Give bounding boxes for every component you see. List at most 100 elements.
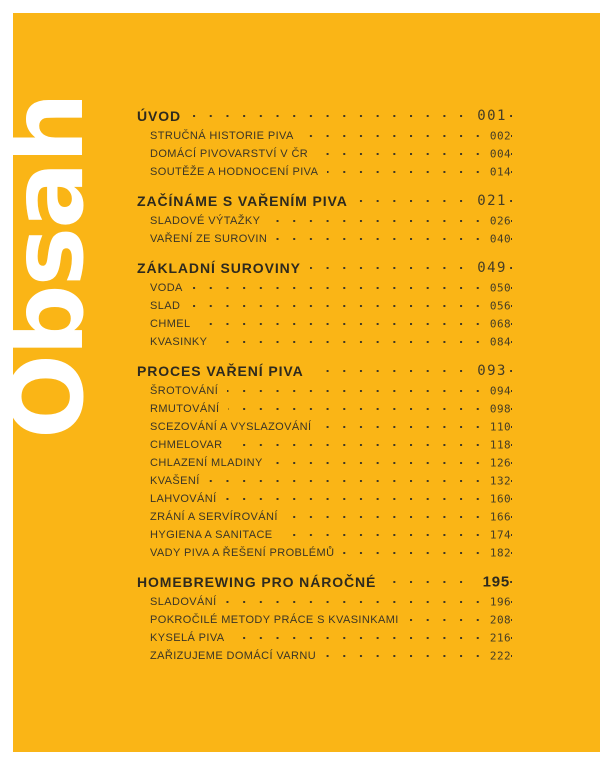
toc-entry-label: CHLAZENÍ MLADINY: [137, 454, 272, 472]
dotted-leader: [137, 305, 512, 307]
toc-entry-label: KVASINKY: [137, 333, 217, 351]
toc-entry: KVAŠENÍ 132: [137, 472, 512, 490]
toc-entry: VODA 050: [137, 279, 512, 297]
toc-entry-page: 110: [481, 420, 511, 434]
toc-entry: SOUTĚŽE A HODNOCENÍ PIVA 014: [137, 163, 512, 181]
toc-entry: CHLAZENÍ MLADINY 126: [137, 454, 512, 472]
toc-entry: KVASINKY 084: [137, 333, 512, 351]
dotted-leader: [137, 370, 512, 372]
toc-entry-page: 056: [481, 299, 511, 313]
toc-entry: SLADOVÉ VÝTAŽKY 026: [137, 212, 512, 230]
toc-entry-page: 098: [481, 402, 511, 416]
toc-entry-label: POKROČILÉ METODY PRÁCE S KVASINKAMI: [137, 611, 408, 629]
toc-entry: HYGIENA A SANITACE 174: [137, 526, 512, 544]
toc-section-page: 093: [469, 363, 507, 379]
toc-entry-page: 182: [481, 546, 511, 560]
toc-section-label: ZÁKLADNÍ SUROVINY: [137, 257, 310, 279]
toc-entry-page: 174: [481, 528, 511, 542]
toc-entry: LAHVOVÁNÍ 160: [137, 490, 512, 508]
toc-entry-label: DOMÁCÍ PIVOVARSTVÍ V ČR: [137, 145, 318, 163]
toc-entry-page: 014: [481, 165, 511, 179]
toc-entry-label: ZRÁNÍ A SERVÍROVÁNÍ: [137, 508, 287, 526]
toc-entry-label: SLAD: [137, 297, 190, 315]
toc-section-label: HOMEBREWING PRO NÁROČNÉ: [137, 571, 386, 593]
toc-page-background: Obsah ÚVOD 001 STRUČNÁ HISTORIE PIVA 002…: [0, 13, 600, 752]
dotted-leader: [137, 153, 512, 155]
dotted-leader: [137, 408, 512, 410]
toc-entry-label: SCEZOVÁNÍ A VYSLAZOVÁNÍ: [137, 418, 321, 436]
toc-entry-page: 040: [481, 232, 511, 246]
toc-entry-page: 216: [481, 631, 511, 645]
toc-section-page: 021: [469, 193, 507, 209]
toc-entry: STRUČNÁ HISTORIE PIVA 002: [137, 127, 512, 145]
toc-entry-page: 166: [481, 510, 511, 524]
dotted-leader: [137, 534, 512, 536]
toc-entry-label: VODA: [137, 279, 192, 297]
toc-entry-page: 132: [481, 474, 511, 488]
toc-entry: KYSELÁ PIVA 216: [137, 629, 512, 647]
toc-section-heading: HOMEBREWING PRO NÁROČNÉ 195: [137, 571, 512, 593]
dotted-leader: [137, 516, 512, 518]
toc-entry-page: 126: [481, 456, 511, 470]
toc-entry-page: 222: [481, 649, 511, 663]
toc-section-heading: ÚVOD 001: [137, 105, 512, 127]
dotted-leader: [137, 135, 512, 137]
toc-section-heading: ZAČÍNÁME S VAŘENÍM PIVA 021: [137, 190, 512, 212]
toc-section-page: 195: [474, 573, 510, 591]
toc-entry-page: 004: [481, 147, 511, 161]
dotted-leader: [137, 390, 512, 392]
toc-entry-label: HYGIENA A SANITACE: [137, 526, 282, 544]
toc-entry: SLADOVÁNÍ 196: [137, 593, 512, 611]
dotted-leader: [137, 426, 512, 428]
toc-section-page: 001: [469, 108, 507, 124]
toc-section-label: ÚVOD: [137, 105, 191, 127]
toc-section-page: 049: [469, 260, 507, 276]
toc-entry-label: ŠROTOVÁNÍ: [137, 382, 228, 400]
dotted-leader: [137, 267, 512, 269]
toc-section-label: ZAČÍNÁME S VAŘENÍM PIVA: [137, 190, 357, 212]
dotted-leader: [137, 462, 512, 464]
toc-entry: ŠROTOVÁNÍ 094: [137, 382, 512, 400]
toc-entry-page: 002: [481, 129, 511, 143]
toc-entry: POKROČILÉ METODY PRÁCE S KVASINKAMI 208: [137, 611, 512, 629]
toc-entry: ZRÁNÍ A SERVÍROVÁNÍ 166: [137, 508, 512, 526]
dotted-leader: [137, 287, 512, 289]
toc-entry-label: SLADOVÉ VÝTAŽKY: [137, 212, 270, 230]
toc-section-heading: PROCES VAŘENÍ PIVA 093: [137, 360, 512, 382]
dotted-leader: [137, 115, 512, 117]
dotted-leader: [137, 637, 512, 639]
toc-entry-label: KYSELÁ PIVA: [137, 629, 234, 647]
toc-entry-label: VADY PIVA A ŘEŠENÍ PROBLÉMŮ: [137, 544, 344, 562]
dotted-leader: [137, 238, 512, 240]
toc-entry-page: 026: [481, 214, 511, 228]
toc-entry-page: 068: [481, 317, 511, 331]
toc-entry-page: 208: [481, 613, 511, 627]
toc-entry: VADY PIVA A ŘEŠENÍ PROBLÉMŮ 182: [137, 544, 512, 562]
toc-entry: DOMÁCÍ PIVOVARSTVÍ V ČR 004: [137, 145, 512, 163]
toc-entry-label: KVAŠENÍ: [137, 472, 209, 490]
toc-entry-label: RMUTOVÁNÍ: [137, 400, 229, 418]
toc-entry-label: ZAŘIZUJEME DOMÁCÍ VARNU: [137, 647, 326, 665]
toc-entry-page: 084: [481, 335, 511, 349]
dotted-leader: [137, 444, 512, 446]
toc-entry: VAŘENÍ ZE SUROVIN 040: [137, 230, 512, 248]
toc-entry: SLAD 056: [137, 297, 512, 315]
toc-entry-page: 196: [481, 595, 511, 609]
toc-entry: ZAŘIZUJEME DOMÁCÍ VARNU 222: [137, 647, 512, 665]
table-of-contents: ÚVOD 001 STRUČNÁ HISTORIE PIVA 002 DOMÁC…: [137, 105, 512, 665]
dotted-leader: [137, 601, 512, 603]
dotted-leader: [137, 220, 512, 222]
toc-entry-label: SLADOVÁNÍ: [137, 593, 226, 611]
toc-entry-page: 050: [481, 281, 511, 295]
toc-entry-label: SOUTĚŽE A HODNOCENÍ PIVA: [137, 163, 328, 181]
toc-entry: RMUTOVÁNÍ 098: [137, 400, 512, 418]
toc-entry-page: 118: [481, 438, 511, 452]
toc-section-heading: ZÁKLADNÍ SUROVINY 049: [137, 257, 512, 279]
page-title: Obsah: [0, 94, 106, 439]
toc-entry-label: VAŘENÍ ZE SUROVIN: [137, 230, 277, 248]
toc-entry-label: CHMEL: [137, 315, 200, 333]
toc-entry: CHMEL 068: [137, 315, 512, 333]
dotted-leader: [137, 323, 512, 325]
toc-entry-label: LAHVOVÁNÍ: [137, 490, 226, 508]
